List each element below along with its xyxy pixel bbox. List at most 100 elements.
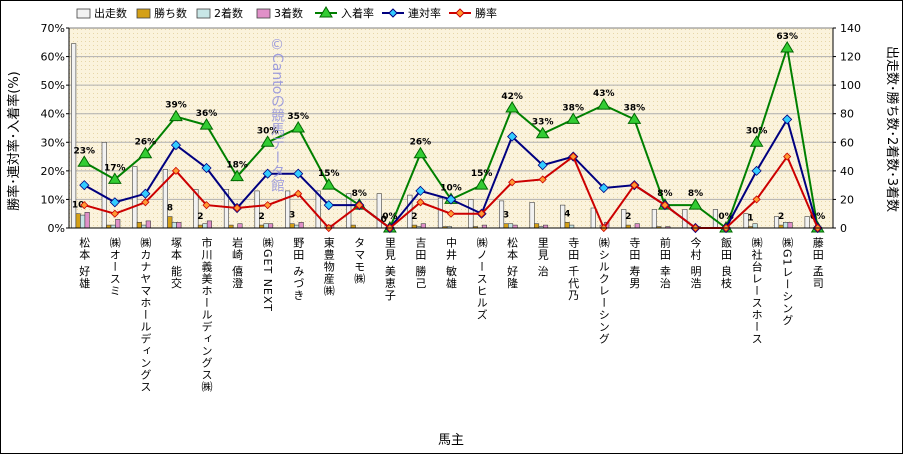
bar-3着数 [145, 220, 151, 229]
bar-data-label: 2 [197, 212, 203, 222]
marker-入着率 [413, 146, 428, 159]
line-data-label: 15% [471, 169, 493, 179]
y-left-tick-label: 30% [41, 136, 65, 149]
line-data-label: 8% [657, 189, 672, 199]
marker-連対率 [79, 180, 90, 191]
legend-label: 入着率 [341, 6, 374, 20]
x-tick-label: ㈱G1レーシング [781, 237, 794, 327]
y-left-tick-label: 20% [41, 165, 65, 178]
legend-marker [319, 6, 333, 18]
bar-勝ち数 [289, 223, 295, 229]
y-left-tick-label: 40% [41, 108, 65, 121]
bar-data-label: 2 [258, 212, 264, 222]
x-tick-label: 塚本 能交 [170, 237, 183, 290]
marker-入着率 [230, 169, 244, 182]
marker-勝率 [508, 178, 517, 187]
y-right-tick-label: 120 [840, 51, 861, 64]
bar-2着数 [263, 223, 269, 229]
bar-data-label: 8 [167, 204, 173, 214]
legend-label: 勝ち数 [154, 6, 187, 20]
line-data-label: 63% [776, 32, 798, 42]
x-tick-label: 飯田 良枝 [720, 236, 733, 290]
axes: 0%10%20%30%40%50%60%70%02040608010012014… [41, 22, 861, 393]
marker-連対率 [140, 188, 151, 199]
bar-勝ち数 [167, 216, 173, 229]
marker-入着率 [291, 121, 306, 133]
marker-勝率 [569, 152, 578, 161]
bar-data-label: 1 [747, 214, 753, 224]
x-tick-label: タマモ㈱ [353, 237, 366, 285]
x-tick-label: 里見 治 [536, 237, 549, 278]
bar-3着数 [787, 222, 793, 229]
x-tick-label: ㈱オースミ [108, 237, 121, 297]
marker-連対率 [537, 160, 548, 171]
line-data-label: 43% [593, 89, 615, 99]
marker-勝率 [294, 189, 303, 198]
marker-入着率 [199, 118, 214, 130]
marker-入着率 [596, 98, 611, 110]
bar-出走数 [254, 190, 260, 229]
marker-連対率 [109, 197, 120, 208]
watermark: ©Cantoの競馬データ館 [269, 37, 285, 193]
line-data-label: 30% [257, 126, 279, 136]
line-data-label: 26% [135, 138, 157, 148]
marker-勝率 [233, 203, 242, 213]
y-left-tick-label: 50% [41, 79, 65, 92]
x-tick-label: 岩崎 僖澄 [231, 236, 244, 290]
bar-2着数 [202, 223, 208, 229]
line-data-label: 8% [352, 189, 367, 199]
bar-3着数 [267, 223, 274, 229]
legend-label: 連対率 [408, 6, 441, 20]
marker-連対率 [201, 162, 212, 174]
x-tick-label: ㈱社台レースホース [750, 237, 763, 345]
bar-3着数 [237, 223, 243, 229]
marker-入着率 [138, 146, 153, 159]
x-tick-label: 野田 みづき [292, 237, 305, 302]
marker-勝率 [263, 201, 272, 210]
y-left-tick-label: 70% [41, 22, 65, 35]
bar-出走数 [162, 169, 168, 229]
bar-3着数 [115, 219, 121, 229]
bar-2着数 [782, 222, 789, 229]
x-tick-label: ㈱カナヤマホールディングス [139, 237, 152, 393]
bar-3着数 [176, 222, 182, 229]
y-left-tick-label: 10% [41, 193, 65, 206]
legend-swatch [76, 8, 91, 19]
x-tick-label: 寺田 千代乃 [567, 237, 580, 302]
marker-連対率 [598, 182, 609, 194]
line-data-label: 10% [440, 183, 462, 193]
marker-連対率 [415, 185, 426, 196]
marker-入着率 [749, 135, 764, 147]
legend: 出走数 勝ち数 2着数 3着数 入着率 連対率 勝率 [76, 6, 497, 20]
marker-入着率 [169, 109, 183, 122]
line-data-label: 23% [74, 146, 96, 156]
y-right-tick-label: 100 [840, 79, 861, 92]
plot-area: 10 8 2 2 3 0 2 3 4 2 1 2 23% 17% 26% 39% 36% 18% 30% 35% 15%… [68, 27, 834, 234]
y-axis-left-title: 勝率･連対率･入着率(%) [6, 71, 22, 211]
line-data-label: 38% [562, 103, 584, 113]
marker-勝率 [660, 201, 669, 210]
bar-勝ち数 [533, 223, 540, 229]
x-tick-label: 松本 好雄 [78, 236, 91, 290]
marker-勝率 [171, 166, 181, 175]
x-tick-label: 松本 好隆 [506, 236, 519, 290]
y-right-tick-label: 40 [840, 165, 854, 178]
bar-勝ち数 [564, 222, 570, 229]
legend-label: 3着数 [274, 6, 303, 20]
line-data-label: 0% [810, 212, 825, 222]
y-left-tick-label: 0% [48, 222, 65, 235]
x-tick-label: 今村 明浩 [689, 236, 702, 290]
bar-2着数 [752, 223, 758, 229]
marker-入着率 [77, 155, 92, 167]
x-tick-label: 東豊物産㈱ [322, 237, 335, 297]
marker-連対率 [293, 168, 304, 179]
x-tick-label: 藤田 孟司 [811, 237, 824, 290]
line-data-label: 15% [318, 169, 340, 179]
marker-入着率 [535, 126, 550, 139]
line-data-label: 33% [532, 118, 554, 128]
bar-3着数 [206, 220, 212, 229]
x-tick-label: ㈱ノースヒルズ [475, 237, 488, 321]
marker-入着率 [474, 178, 489, 190]
legend-swatch [196, 8, 211, 19]
